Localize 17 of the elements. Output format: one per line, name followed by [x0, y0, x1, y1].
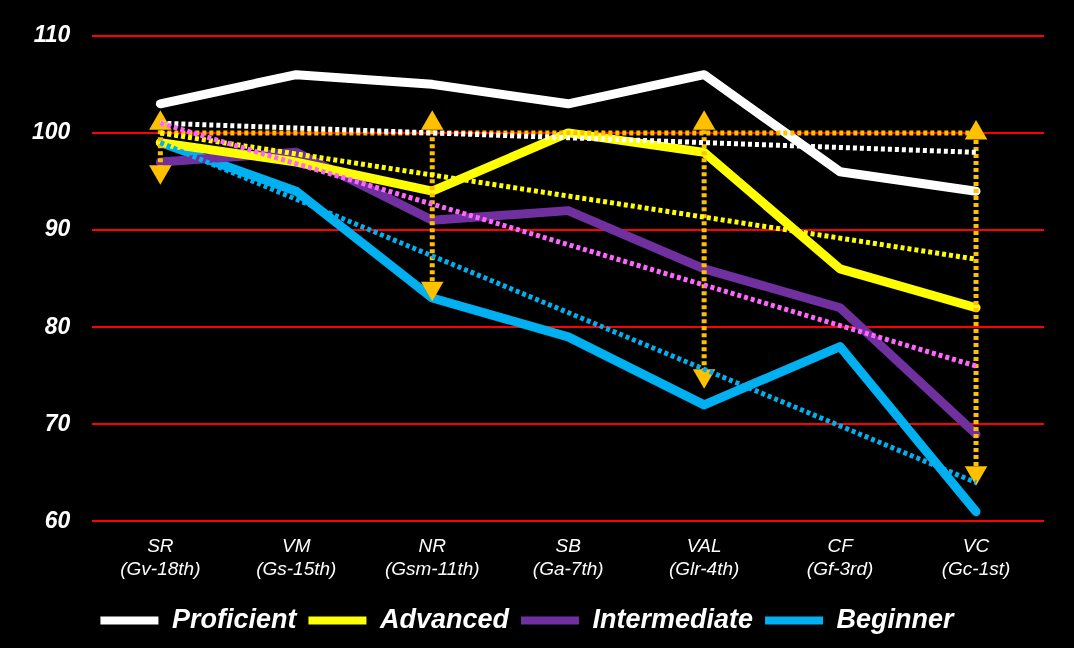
x-tick-label: SB (Ga-7th) — [532, 535, 604, 579]
y-tick-label: 80 — [44, 312, 71, 339]
x-tick-label: CF (Gf-3rd) — [806, 535, 874, 579]
y-tick-label: 70 — [44, 409, 71, 436]
legend-label: Advanced — [378, 603, 510, 634]
legend-label: Intermediate — [592, 603, 754, 634]
x-tick-label: VAL (Glr-4th) — [668, 535, 740, 579]
legend-label: Beginner — [836, 603, 956, 634]
y-tick-label: 90 — [44, 215, 71, 242]
legend-label: Proficient — [171, 603, 298, 634]
y-tick-label: 60 — [44, 506, 71, 533]
x-tick-label: SR (Gv-18th) — [120, 535, 201, 579]
x-tick-label: VM (Gs-15th) — [256, 535, 337, 579]
y-tick-label: 110 — [33, 21, 71, 48]
x-tick-label: NR (Gsm-11th) — [384, 535, 480, 579]
x-tick-label: VC (Gc-1st) — [941, 535, 1011, 579]
y-tick-label: 100 — [32, 118, 71, 145]
